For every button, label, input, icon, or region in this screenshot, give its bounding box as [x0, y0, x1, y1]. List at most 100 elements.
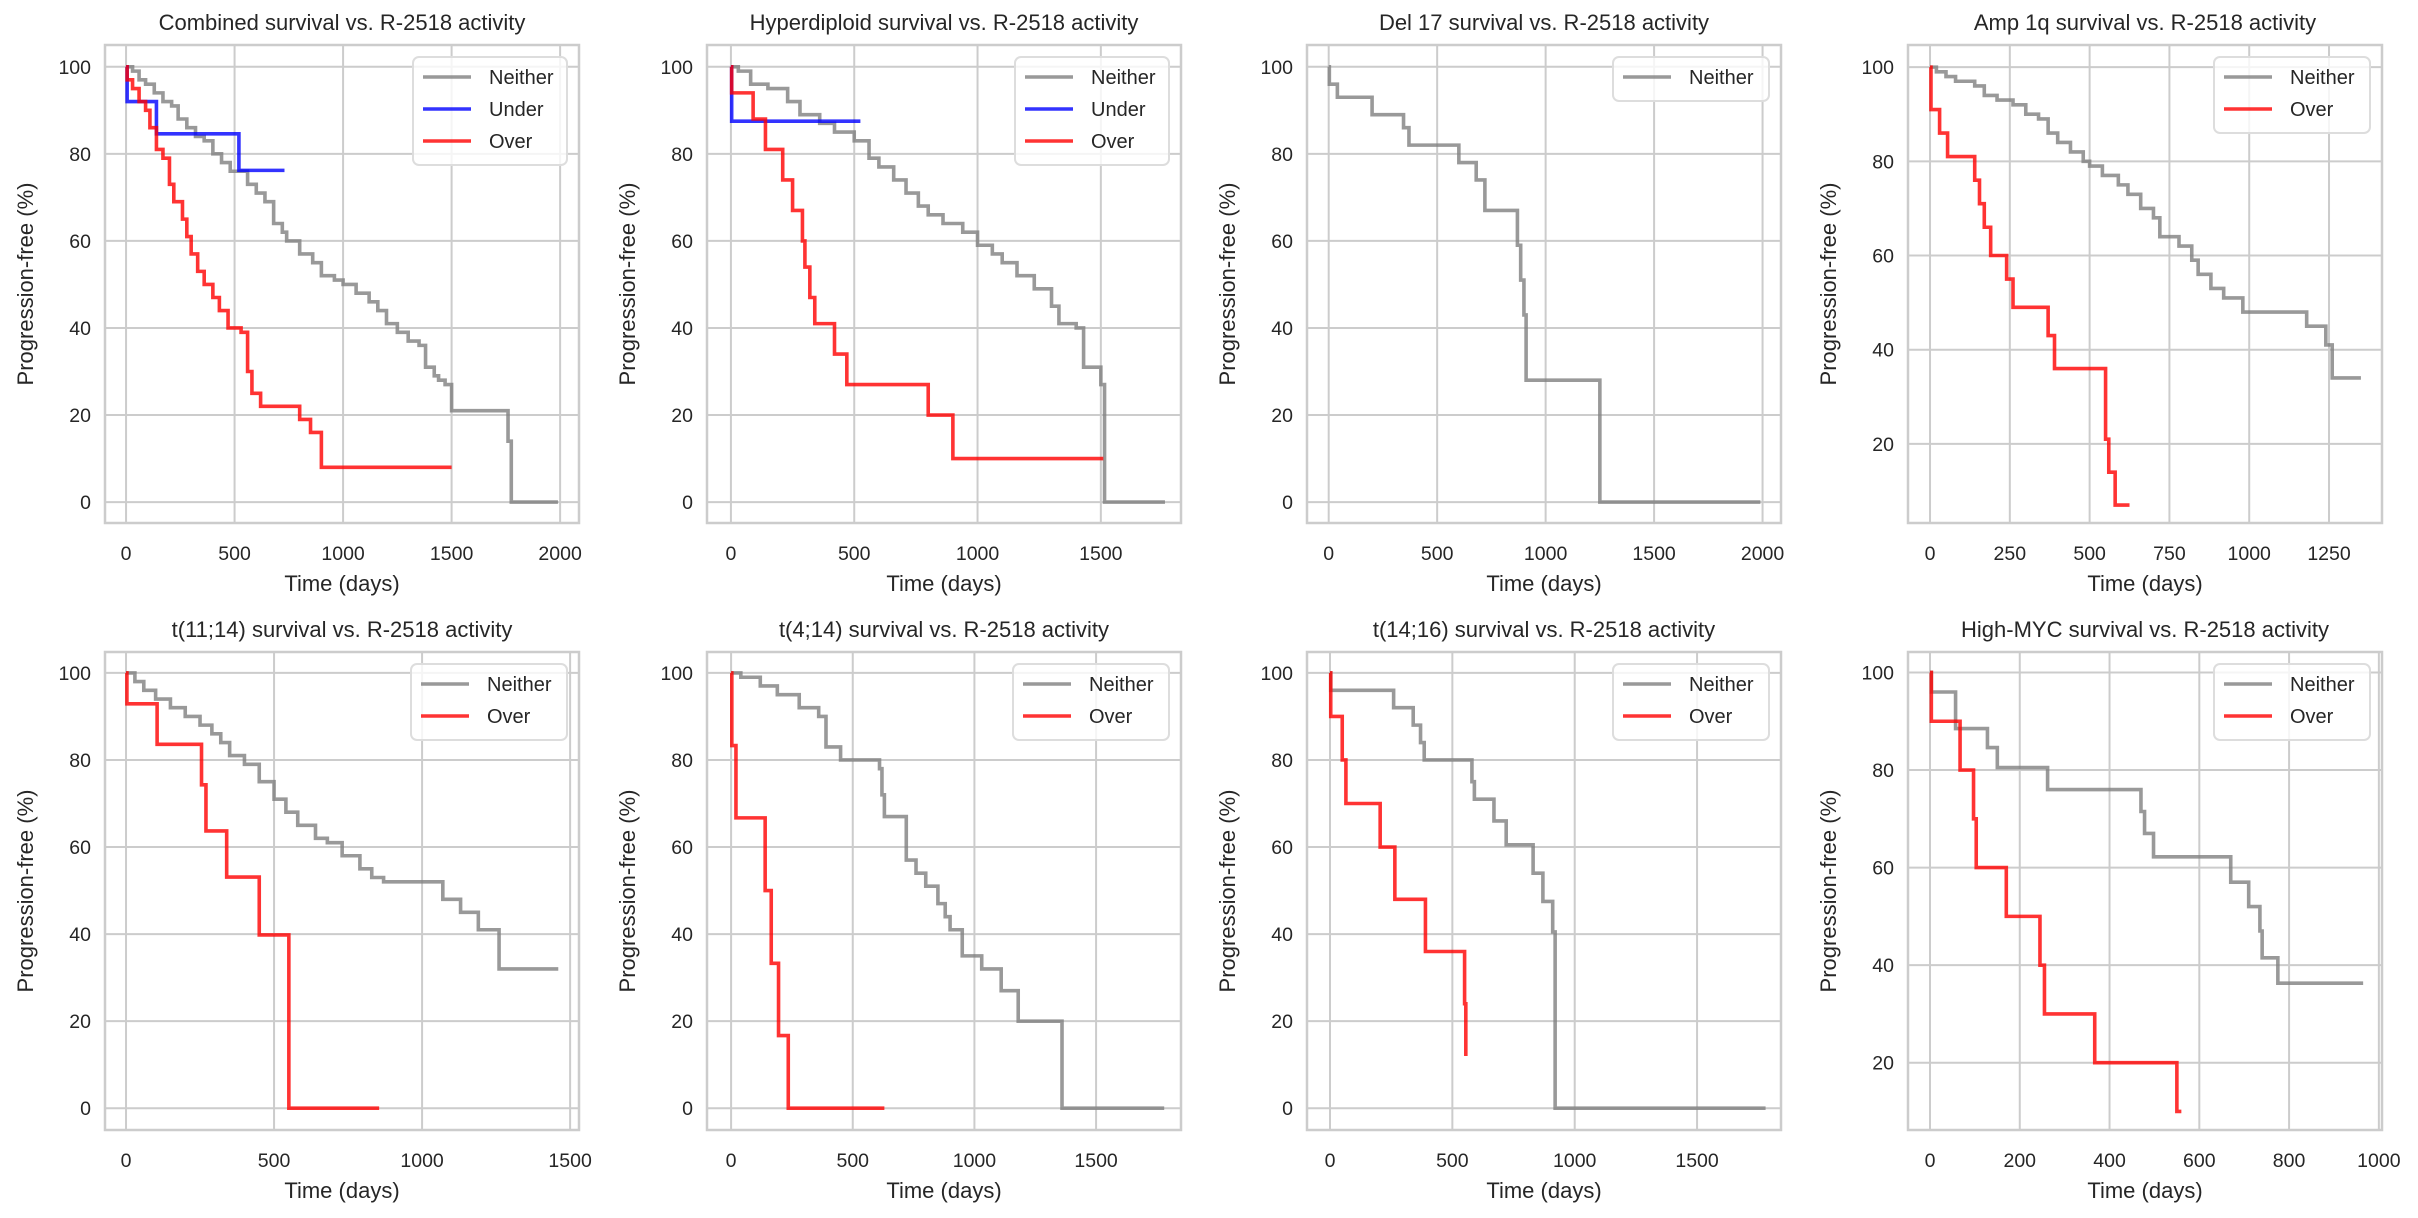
y-tick-label: 60: [1271, 231, 1293, 253]
y-tick-label: 0: [1282, 1098, 1293, 1120]
km-curve-neither: [126, 671, 559, 971]
x-tick-label: 1250: [2307, 543, 2351, 565]
subplot-7: 0 500 1000 1500 0 20 40 60 80 100 t(14;16) surviva…: [1215, 617, 1783, 1203]
x-tick-label: 800: [2273, 1150, 2306, 1172]
subplot-1: 0 500 1000 1500 2000 0 20 40 60 80 100 Combined sur…: [13, 10, 582, 596]
subplot-6: 0 500 1000 1500 0 20 40 60 80 100 t(4;14) survival…: [615, 617, 1183, 1203]
x-axis-label: Time (days): [886, 571, 1001, 596]
x-tick-label: 1000: [953, 1150, 997, 1172]
x-tick-label: 1000: [1553, 1150, 1597, 1172]
y-tick-label: 40: [69, 318, 91, 340]
y-tick-label: 60: [1872, 858, 1894, 880]
y-tick-label: 60: [1271, 837, 1293, 859]
y-tick-label: 20: [1271, 405, 1293, 427]
km-curve-over: [730, 671, 885, 1111]
legend-label: Neither: [2290, 67, 2355, 89]
y-tick-label: 0: [80, 492, 91, 514]
legend-box: [1612, 56, 1770, 102]
y-tick-label: 100: [660, 57, 693, 79]
x-tick-label: 1500: [1675, 1150, 1719, 1172]
x-tick-label: 500: [838, 543, 871, 565]
legend-box: [1014, 56, 1170, 166]
y-tick-label: 80: [1872, 151, 1894, 173]
x-tick-label: 250: [1994, 543, 2027, 565]
x-tick-label: 200: [2003, 1150, 2036, 1172]
legend-label: Under: [489, 99, 544, 121]
y-tick-label: 20: [69, 405, 91, 427]
km-curve-neither: [1328, 671, 1766, 1111]
x-tick-label: 500: [2073, 543, 2106, 565]
axes-frame: [1305, 650, 1783, 1132]
legend-label: Neither: [1689, 674, 1754, 696]
y-tick-label: 60: [69, 231, 91, 253]
y-tick-label: 20: [1271, 1011, 1293, 1033]
y-tick-label: 80: [671, 144, 693, 166]
x-axis-label: Time (days): [1486, 1178, 1601, 1203]
axes-frame: [1906, 43, 2384, 525]
x-tick-label: 1000: [400, 1150, 444, 1172]
y-tick-label: 40: [671, 924, 693, 946]
x-axis-label: Time (days): [1486, 571, 1601, 596]
x-tick-label: 500: [218, 543, 251, 565]
legend-label: Over: [1689, 706, 1733, 728]
x-tick-label: 750: [2153, 543, 2186, 565]
x-tick-label: 0: [121, 543, 132, 565]
y-tick-label: 100: [1260, 663, 1293, 685]
x-tick-label: 1000: [956, 543, 1000, 565]
x-tick-label: 1000: [321, 543, 365, 565]
x-axis-label: Time (days): [886, 1178, 1001, 1203]
legend-label: Over: [1089, 706, 1133, 728]
x-tick-label: 0: [121, 1150, 132, 1172]
y-tick-label: 20: [671, 405, 693, 427]
x-tick-label: 1000: [2357, 1150, 2401, 1172]
legend-label: Over: [489, 131, 533, 153]
chart-title: Del 17 survival vs. R-2518 activity: [1379, 10, 1709, 35]
axes-frame: [103, 43, 581, 525]
y-tick-label: 0: [1282, 492, 1293, 514]
km-curve-neither: [1327, 64, 1761, 504]
km-curve-over: [1929, 65, 2130, 507]
y-axis-label: Progression-free (%): [615, 183, 640, 386]
legend: Neither Under Over: [1014, 56, 1170, 166]
legend-label: Neither: [1091, 67, 1156, 89]
x-tick-label: 1500: [1079, 543, 1123, 565]
y-tick-label: 80: [69, 144, 91, 166]
legend: Neither Over: [2213, 663, 2371, 741]
km-curve-neither: [730, 64, 1165, 504]
y-tick-label: 40: [1271, 318, 1293, 340]
x-tick-label: 2000: [1741, 543, 1785, 565]
chart-title: t(4;14) survival vs. R-2518 activity: [779, 617, 1109, 642]
subplot-8: 0 200 400 600 800 1000 20 40 60 80 100 High-MYC sur…: [1816, 617, 2401, 1203]
chart-title: Combined survival vs. R-2518 activity: [159, 10, 526, 35]
x-tick-label: 600: [2183, 1150, 2216, 1172]
axes-frame: [103, 650, 581, 1132]
y-tick-label: 40: [69, 924, 91, 946]
km-curve-over: [1328, 671, 1468, 1056]
x-tick-label: 400: [2093, 1150, 2126, 1172]
y-tick-label: 40: [1872, 955, 1894, 977]
subplot-4: 0 250 500 750 1000 1250 20 40 60 80 100 Amp 1q surv…: [1816, 10, 2384, 596]
legend-label: Over: [1091, 131, 1135, 153]
legend-label: Under: [1091, 99, 1146, 121]
legend-label: Over: [487, 706, 531, 728]
x-tick-label: 500: [258, 1150, 291, 1172]
y-tick-label: 60: [69, 837, 91, 859]
chart-title: High-MYC survival vs. R-2518 activity: [1961, 617, 2329, 642]
y-tick-label: 100: [660, 663, 693, 685]
x-tick-label: 0: [1323, 543, 1334, 565]
km-curve-over: [1929, 670, 2182, 1114]
y-axis-label: Progression-free (%): [1215, 790, 1240, 993]
x-tick-label: 0: [1925, 543, 1936, 565]
x-tick-label: 500: [1421, 543, 1454, 565]
km-curve-over: [729, 64, 1104, 461]
legend-label: Neither: [487, 674, 552, 696]
y-tick-label: 80: [1271, 750, 1293, 772]
legend: Neither Over: [2213, 56, 2371, 134]
legend-box: [412, 56, 568, 166]
subplot-2: 0 500 1000 1500 0 20 40 60 80 100 Hyperdiploid sur…: [615, 10, 1183, 596]
x-tick-label: 1500: [430, 543, 474, 565]
y-tick-label: 40: [671, 318, 693, 340]
y-axis-label: Progression-free (%): [615, 790, 640, 993]
legend: Neither Under Over: [412, 56, 568, 166]
y-tick-label: 0: [80, 1098, 91, 1120]
